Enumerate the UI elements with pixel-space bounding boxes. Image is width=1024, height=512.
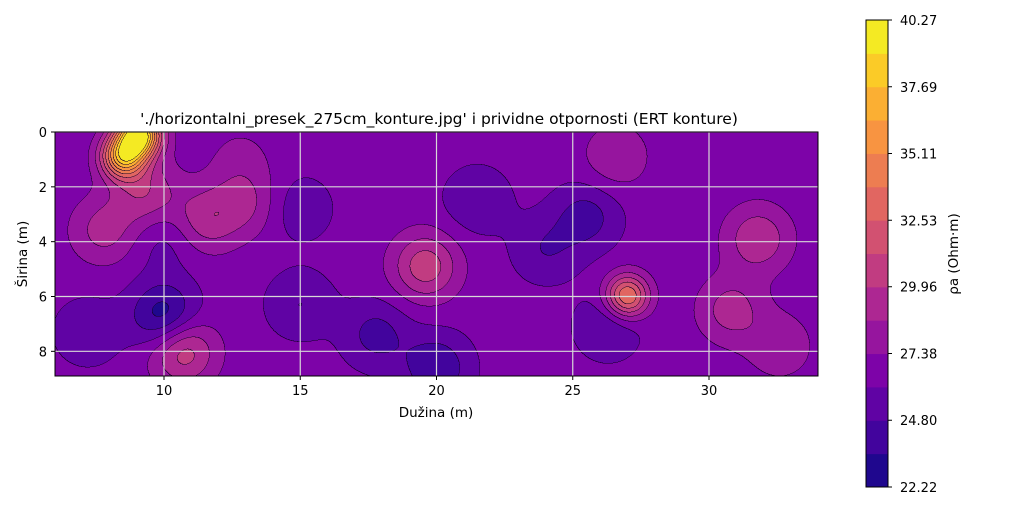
colorbar-segment — [866, 120, 888, 154]
x-tick-label: 20 — [428, 384, 445, 399]
y-axis-label: Širina (m) — [13, 221, 31, 287]
y-tick-label: 4 — [39, 236, 47, 251]
colorbar-tick-label: 32.53 — [900, 214, 937, 229]
colorbar-frame — [865, 19, 889, 488]
colorbar-tick-label: 37.69 — [900, 81, 937, 96]
colorbar-segment — [866, 53, 888, 88]
x-axis-ticks: 10 15 20 25 30 — [156, 376, 718, 399]
colorbar-segment — [866, 86, 888, 121]
colorbar-tick-label: 24.80 — [900, 414, 937, 429]
x-tick-label: 25 — [564, 384, 581, 399]
colorbar-segment — [866, 320, 888, 355]
colorbar-segment — [866, 453, 888, 488]
y-tick-label: 2 — [39, 181, 47, 196]
colorbar-segment — [866, 220, 888, 254]
colorbar-tick-label: 40.27 — [900, 14, 937, 29]
y-tick-label: 6 — [39, 290, 47, 305]
chart-title: './horizontalni_presek_275cm_konture.jpg… — [140, 110, 738, 129]
y-tick-label: 0 — [39, 126, 47, 141]
colorbar-segment — [866, 186, 888, 221]
colorbar-tick-label: 22.22 — [900, 481, 937, 496]
colorbar-segment — [866, 353, 888, 388]
colorbar-segment — [866, 253, 888, 288]
x-tick-label: 10 — [156, 384, 173, 399]
colorbar-segment — [866, 153, 888, 188]
x-tick-label: 15 — [292, 384, 309, 399]
y-tick-label: 8 — [39, 345, 47, 360]
colorbar-segment — [866, 20, 888, 54]
y-axis-ticks: 0 2 4 6 8 — [39, 126, 55, 360]
colorbar-segment — [866, 286, 888, 321]
x-tick-label: 30 — [701, 384, 718, 399]
colorbar-tick-label: 35.11 — [900, 148, 937, 163]
colorbar-tick-label: 27.38 — [900, 347, 937, 362]
colorbar: 40.27 37.69 35.11 32.53 29.96 27.38 24.80 22.22 — [865, 14, 937, 496]
colorbar-tick-label: 29.96 — [900, 281, 937, 296]
colorbar-segment — [866, 420, 888, 455]
colorbar-label: ρa (Ohm·m) — [946, 213, 962, 294]
x-axis-label: Dužina (m) — [399, 405, 474, 421]
colorbar-segment — [866, 386, 888, 421]
